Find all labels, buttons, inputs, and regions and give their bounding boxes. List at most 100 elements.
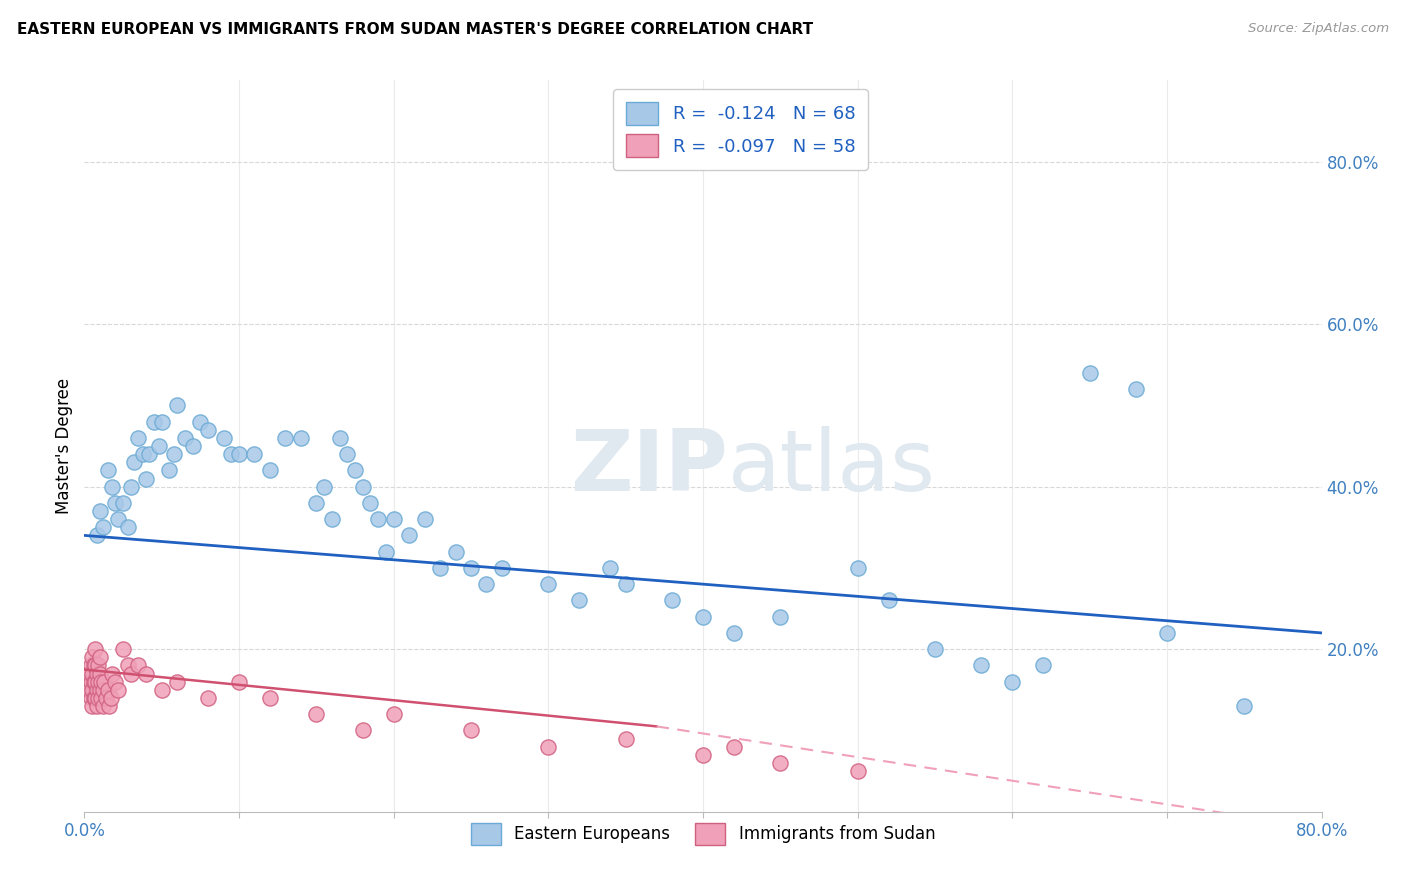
Point [166, 398, 188, 412]
Point [150, 682, 173, 697]
Point [120, 666, 142, 681]
Point [76, 674, 98, 689]
Point [87, 674, 110, 689]
Point [91, 520, 114, 534]
Point [83, 658, 105, 673]
Point [138, 447, 160, 461]
Point [360, 496, 382, 510]
Point [398, 528, 420, 542]
Point [259, 690, 281, 705]
Legend: Eastern Europeans, Immigrants from Sudan: Eastern Europeans, Immigrants from Sudan [461, 814, 945, 855]
Point [290, 431, 312, 445]
Point [475, 577, 498, 591]
Point [90, 690, 112, 705]
Point [188, 415, 211, 429]
Point [90, 674, 112, 689]
Point [661, 593, 683, 607]
Point [86, 666, 108, 681]
Point [101, 480, 124, 494]
Point [1001, 674, 1024, 689]
Point [924, 642, 946, 657]
Point [82, 650, 104, 665]
Point [197, 423, 219, 437]
Point [352, 723, 374, 738]
Point [243, 447, 266, 461]
Point [84, 658, 107, 673]
Point [93, 674, 115, 689]
Point [98, 699, 121, 714]
Point [970, 658, 993, 673]
Point [846, 561, 869, 575]
Point [79, 674, 101, 689]
Point [769, 609, 792, 624]
Point [135, 666, 157, 681]
Point [127, 658, 149, 673]
Text: atlas: atlas [728, 426, 936, 509]
Point [107, 512, 129, 526]
Point [228, 447, 250, 461]
Point [83, 690, 105, 705]
Point [86, 682, 108, 697]
Point [305, 496, 328, 510]
Point [117, 658, 139, 673]
Point [122, 455, 145, 469]
Point [614, 577, 637, 591]
Point [159, 463, 180, 477]
Point [413, 512, 436, 526]
Point [79, 658, 101, 673]
Point [374, 544, 398, 558]
Point [444, 544, 467, 558]
Point [568, 593, 591, 607]
Point [104, 674, 127, 689]
Point [166, 674, 188, 689]
Point [212, 431, 235, 445]
Point [89, 666, 111, 681]
Point [77, 666, 100, 681]
Point [219, 447, 242, 461]
Point [599, 561, 621, 575]
Point [143, 415, 166, 429]
Point [89, 650, 111, 665]
Point [228, 674, 250, 689]
Text: EASTERN EUROPEAN VS IMMIGRANTS FROM SUDAN MASTER'S DEGREE CORRELATION CHART: EASTERN EUROPEAN VS IMMIGRANTS FROM SUDA… [17, 22, 813, 37]
Point [367, 512, 389, 526]
Point [769, 756, 792, 770]
Point [83, 674, 105, 689]
Point [148, 439, 170, 453]
Point [91, 699, 114, 714]
Text: ZIP: ZIP [569, 426, 728, 509]
Point [96, 463, 118, 477]
Point [84, 642, 107, 657]
Point [312, 480, 335, 494]
Point [321, 512, 343, 526]
Point [86, 699, 108, 714]
Point [174, 431, 197, 445]
Point [197, 690, 219, 705]
Point [692, 747, 714, 762]
Point [150, 415, 173, 429]
Point [82, 666, 104, 681]
Point [723, 739, 745, 754]
Point [91, 682, 114, 697]
Point [101, 666, 124, 681]
Point [336, 447, 359, 461]
Point [382, 512, 405, 526]
Point [382, 707, 405, 722]
Point [1078, 366, 1101, 380]
Point [87, 690, 110, 705]
Point [86, 528, 108, 542]
Point [877, 593, 900, 607]
Point [692, 609, 714, 624]
Point [104, 496, 127, 510]
Point [89, 504, 111, 518]
Point [460, 561, 482, 575]
Point [132, 447, 155, 461]
Point [259, 463, 281, 477]
Point [135, 471, 157, 485]
Point [127, 431, 149, 445]
Point [723, 626, 745, 640]
Point [429, 561, 451, 575]
Point [89, 682, 111, 697]
Point [460, 723, 482, 738]
Point [614, 731, 637, 746]
